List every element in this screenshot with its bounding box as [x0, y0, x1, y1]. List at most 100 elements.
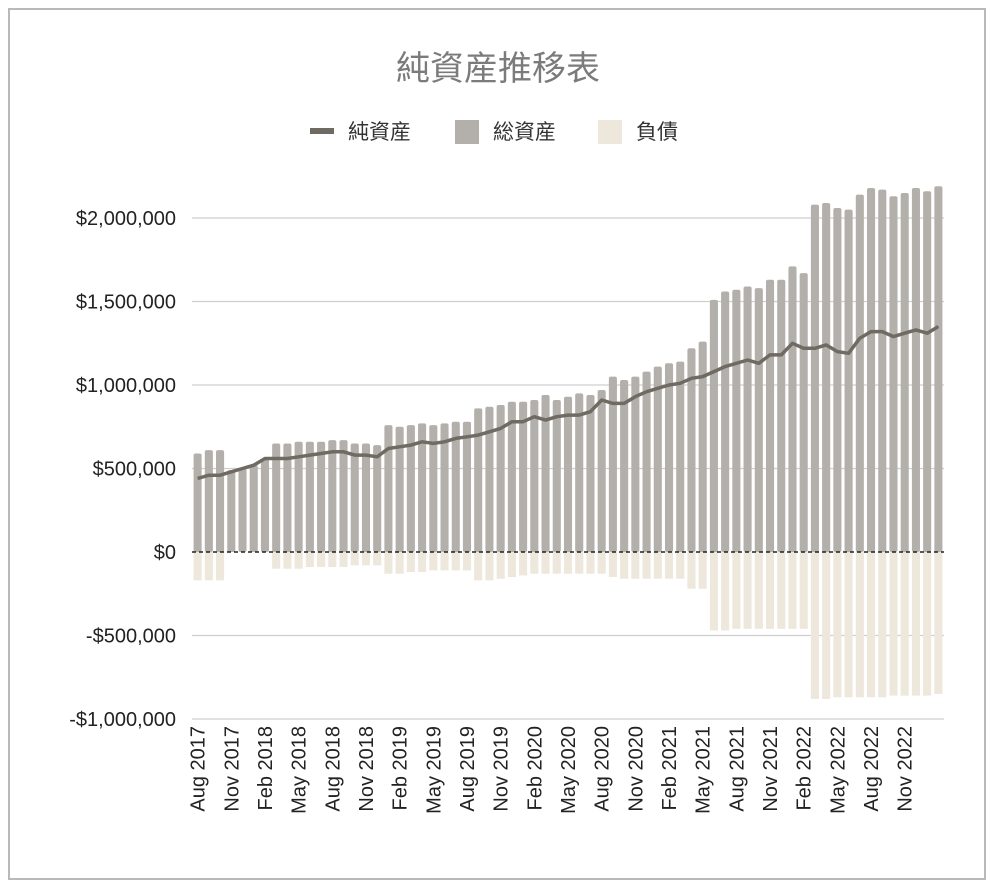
liabilities-bar: [575, 552, 584, 574]
liabilities-bar: [418, 552, 427, 573]
liabilities-bar: [833, 552, 842, 698]
total-assets-bar: [563, 396, 573, 552]
total-assets-bar: [810, 204, 819, 552]
liabilities-bar: [530, 552, 539, 574]
total-assets-bar: [305, 441, 314, 552]
liabilities-bar: [317, 552, 326, 568]
total-assets-bar: [721, 291, 730, 552]
y-axis: $2,000,000 $1,500,000 $1,000,000 $500,000 $0…: [69, 208, 176, 731]
liabilities-bar: [732, 552, 741, 629]
liabilities-bar: [204, 552, 213, 581]
liabilities-bar: [799, 552, 808, 629]
x-tick-label: Aug 2022: [861, 726, 883, 812]
x-tick-label: Aug 2020: [592, 726, 614, 812]
total-assets-bar: [328, 440, 337, 552]
liabilities-bar: [754, 552, 763, 629]
total-assets-bar: [900, 192, 909, 552]
liabilities-bar: [642, 552, 651, 579]
total-assets-bar: [485, 406, 494, 552]
x-tick-label: Nov 2019: [491, 726, 513, 812]
x-tick-label: Nov 2021: [760, 726, 782, 812]
x-tick-label: May 2018: [289, 726, 311, 814]
total-assets-bar: [361, 443, 371, 552]
y-tick-label: $500,000: [93, 459, 176, 481]
total-assets-bar: [384, 425, 393, 552]
x-tick-label: Nov 2022: [895, 726, 917, 812]
total-assets-bar: [732, 289, 741, 552]
total-assets-bar: [698, 341, 707, 552]
liabilities-bar: [373, 552, 382, 566]
liabilities-bar: [451, 552, 460, 571]
total-assets-bar: [317, 441, 326, 552]
liabilities-bar: [765, 552, 775, 629]
total-assets-bar: [889, 196, 898, 553]
legend-swatch-line: [310, 128, 334, 134]
liabilities-bar: [631, 552, 640, 579]
x-tick-label: Feb 2019: [390, 726, 412, 811]
liabilities-bar: [294, 552, 303, 569]
liabilities-bar: [743, 552, 752, 629]
liabilities-bar: [676, 552, 685, 579]
total-assets-bar: [193, 453, 202, 552]
x-tick-label: Feb 2020: [524, 726, 546, 811]
legend-label: 純資産: [348, 120, 411, 144]
total-assets-bar: [552, 400, 561, 552]
total-assets-bar: [822, 202, 831, 552]
y-tick-label: -$1,000,000: [69, 709, 176, 731]
liabilities-bar: [844, 552, 853, 698]
total-assets-bar: [709, 299, 718, 552]
x-tick-label: Nov 2018: [356, 726, 378, 812]
x-tick-label: Feb 2018: [255, 726, 277, 811]
total-assets-bar: [395, 426, 404, 552]
bars: [193, 186, 943, 699]
liabilities-bar: [272, 552, 281, 569]
total-assets-bar: [867, 187, 876, 552]
liabilities-bar: [810, 552, 819, 699]
liabilities-bar: [328, 552, 337, 568]
y-tick-label: $2,000,000: [76, 208, 176, 230]
x-tick-label: May 2019: [423, 726, 445, 814]
liabilities-bar: [934, 552, 943, 694]
total-assets-bar: [530, 400, 539, 552]
legend-label: 負債: [636, 120, 678, 144]
total-assets-bar: [878, 189, 887, 553]
total-assets-bar: [294, 441, 303, 552]
liabilities-bar: [867, 552, 876, 698]
liabilities-bar: [552, 552, 561, 574]
total-assets-bar: [799, 273, 808, 552]
total-assets-bar: [911, 187, 920, 552]
total-assets-bar: [429, 425, 438, 552]
x-tick-label: Aug 2018: [322, 726, 344, 812]
liabilities-bar: [597, 552, 606, 574]
y-tick-label: $0: [154, 542, 176, 564]
liabilities-bar: [911, 552, 920, 696]
chart-title: 純資産推移表: [396, 49, 600, 89]
liabilities-bar: [855, 552, 864, 698]
legend-swatch-bar: [455, 120, 479, 144]
x-tick-label: May 2022: [827, 726, 849, 814]
liabilities-bar: [664, 552, 674, 579]
total-assets-bar: [676, 361, 685, 552]
total-assets-bar: [777, 279, 786, 552]
liabilities-bar: [406, 552, 415, 573]
total-assets-bar: [833, 207, 842, 553]
total-assets-bar: [462, 421, 472, 552]
total-assets-bar: [653, 366, 662, 552]
x-tick-label: Nov 2020: [625, 726, 647, 812]
total-assets-bar: [754, 288, 763, 552]
total-assets-bar: [373, 445, 382, 552]
total-assets-bar: [283, 443, 292, 552]
liabilities-bar: [193, 552, 202, 581]
liabilities-bar: [541, 552, 550, 574]
x-axis: Aug 2017 Nov 2017 Feb 2018 May 2018 Aug 2018…: [188, 726, 917, 814]
total-assets-bar: [519, 401, 528, 552]
liabilities-bar: [822, 552, 831, 699]
liabilities-bar: [889, 552, 898, 696]
liabilities-bar: [474, 552, 483, 581]
total-assets-bar: [496, 405, 505, 552]
total-assets-bar: [339, 440, 348, 552]
liabilities-bar: [563, 552, 573, 574]
liabilities-bar: [216, 552, 225, 581]
liabilities-bar: [361, 552, 371, 566]
